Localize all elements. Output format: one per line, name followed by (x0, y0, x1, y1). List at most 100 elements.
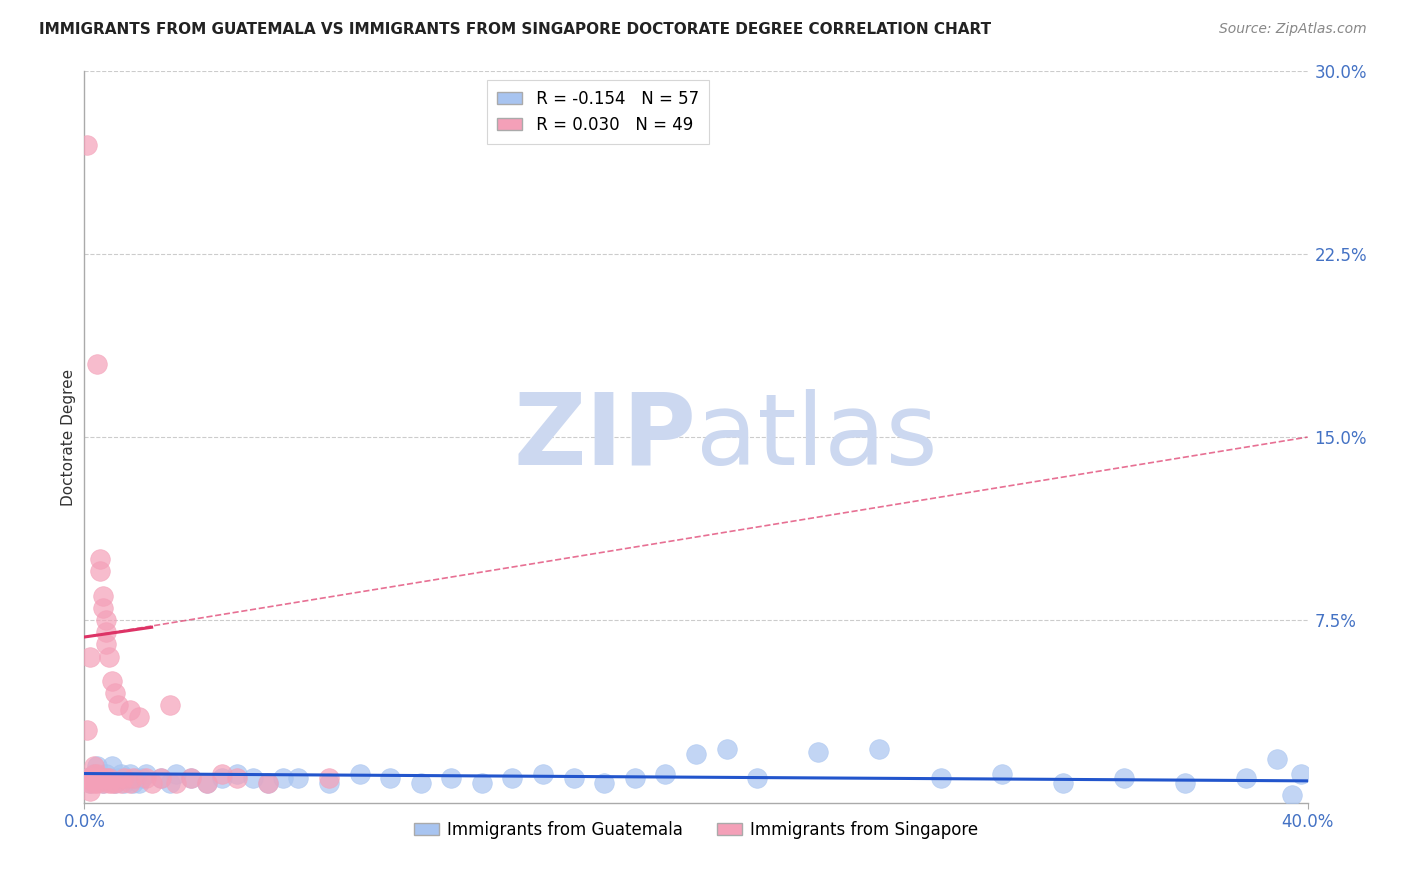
Point (115, 772, 138, 786)
Point (257, 776, 280, 790)
Point (83, 772, 105, 786)
Point (131, 772, 153, 786)
Point (101, 759, 124, 773)
Point (76, 137, 98, 152)
Point (1174, 776, 1197, 790)
Point (97, 772, 120, 786)
Point (149, 772, 172, 786)
Point (135, 772, 157, 786)
Point (122, 776, 145, 790)
Point (318, 776, 340, 790)
Point (593, 776, 616, 790)
Point (562, 772, 585, 786)
Point (86, 357, 108, 371)
Point (531, 766, 554, 780)
Point (97, 776, 120, 790)
Point (1236, 772, 1258, 786)
Point (79, 649, 101, 664)
Point (502, 772, 524, 786)
Point (91, 776, 114, 790)
Point (716, 742, 738, 756)
Point (440, 772, 463, 786)
Point (242, 772, 264, 786)
Point (107, 698, 129, 713)
Point (79, 776, 101, 790)
Point (89, 552, 111, 566)
Point (104, 776, 127, 790)
Point (869, 742, 891, 756)
Point (257, 776, 280, 790)
Point (685, 747, 707, 761)
Text: IMMIGRANTS FROM GUATEMALA VS IMMIGRANTS FROM SINGAPORE DOCTORATE DEGREE CORRELAT: IMMIGRANTS FROM GUATEMALA VS IMMIGRANTS … (39, 22, 991, 37)
Point (83, 776, 105, 790)
Point (226, 766, 249, 780)
Point (380, 772, 402, 786)
Point (159, 776, 181, 790)
Point (104, 686, 127, 700)
Point (1114, 772, 1136, 786)
Point (211, 766, 233, 780)
Point (471, 776, 494, 790)
Point (128, 776, 150, 790)
Point (91, 776, 114, 790)
Point (120, 776, 142, 790)
Point (89, 772, 111, 786)
Point (195, 776, 218, 790)
Point (1291, 766, 1313, 780)
Point (624, 772, 647, 786)
Point (1052, 776, 1074, 790)
Point (94, 766, 117, 780)
Point (91, 589, 114, 603)
Point (112, 772, 135, 786)
Point (76, 723, 98, 737)
Point (128, 710, 150, 724)
Point (125, 772, 148, 786)
Text: Source: ZipAtlas.com: Source: ZipAtlas.com (1219, 22, 1367, 37)
Point (104, 776, 127, 790)
Y-axis label: Doctorate Degree: Doctorate Degree (60, 368, 76, 506)
Point (1281, 789, 1303, 803)
Point (76, 772, 98, 786)
Point (83, 766, 105, 780)
Point (79, 772, 101, 786)
Point (807, 745, 830, 759)
Point (79, 776, 101, 790)
Point (165, 776, 187, 790)
Point (91, 600, 114, 615)
Point (76, 772, 98, 786)
Legend: Immigrants from Guatemala, Immigrants from Singapore: Immigrants from Guatemala, Immigrants fr… (408, 814, 984, 846)
Point (86, 759, 108, 773)
Point (97, 772, 120, 786)
Point (141, 776, 163, 790)
Point (107, 772, 129, 786)
Point (122, 772, 145, 786)
Point (83, 759, 105, 773)
Point (120, 766, 142, 780)
Point (211, 772, 233, 786)
Point (86, 776, 108, 790)
Point (101, 776, 124, 790)
Point (79, 783, 101, 797)
Point (83, 766, 105, 780)
Point (226, 772, 249, 786)
Point (991, 766, 1014, 780)
Point (1265, 752, 1288, 766)
Point (654, 766, 676, 780)
Point (271, 772, 294, 786)
Point (929, 772, 952, 786)
Point (101, 673, 124, 688)
Point (165, 766, 187, 780)
Point (94, 613, 117, 627)
Point (97, 649, 120, 664)
Point (180, 772, 202, 786)
Point (94, 625, 117, 640)
Point (112, 776, 135, 790)
Point (94, 772, 117, 786)
Point (149, 772, 172, 786)
Point (110, 776, 132, 790)
Point (110, 766, 132, 780)
Point (89, 564, 111, 578)
Text: ZIP: ZIP (513, 389, 696, 485)
Point (94, 637, 117, 651)
Point (747, 772, 769, 786)
